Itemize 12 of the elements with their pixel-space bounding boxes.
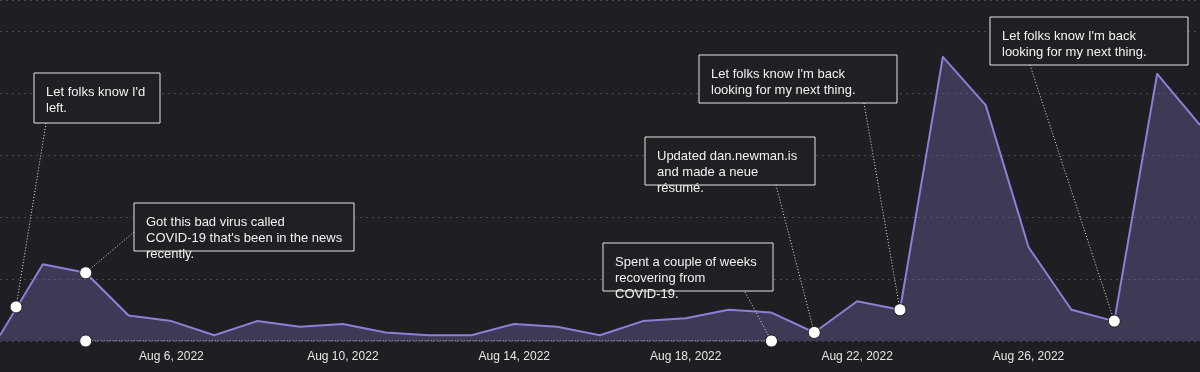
annotation: Updated dan.newman.is and made a neue résumé. xyxy=(657,147,801,195)
annotation: Let folks know I'd left. xyxy=(46,83,149,115)
x-tick-label: Aug 22, 2022 xyxy=(821,349,894,363)
annotation: Spent a couple of weeks recovering from COVID-19. xyxy=(615,253,761,301)
x-tick-label: Aug 10, 2022 xyxy=(307,349,379,363)
annotation: Let folks know I'm back looking for my next thing. xyxy=(711,65,856,97)
x-tick-label: Aug 14, 2022 xyxy=(478,349,551,363)
x-tick-label: Aug 6, 2022 xyxy=(139,349,205,363)
x-tick-label: Aug 18, 2022 xyxy=(650,349,722,363)
annotation: Got this bad virus called COVID-19 that's been in the news recently. xyxy=(146,213,346,261)
annotation: Let folks know I'm back looking for my next thing. xyxy=(1002,27,1147,59)
x-tick-label: Aug 26, 2022 xyxy=(992,349,1065,363)
